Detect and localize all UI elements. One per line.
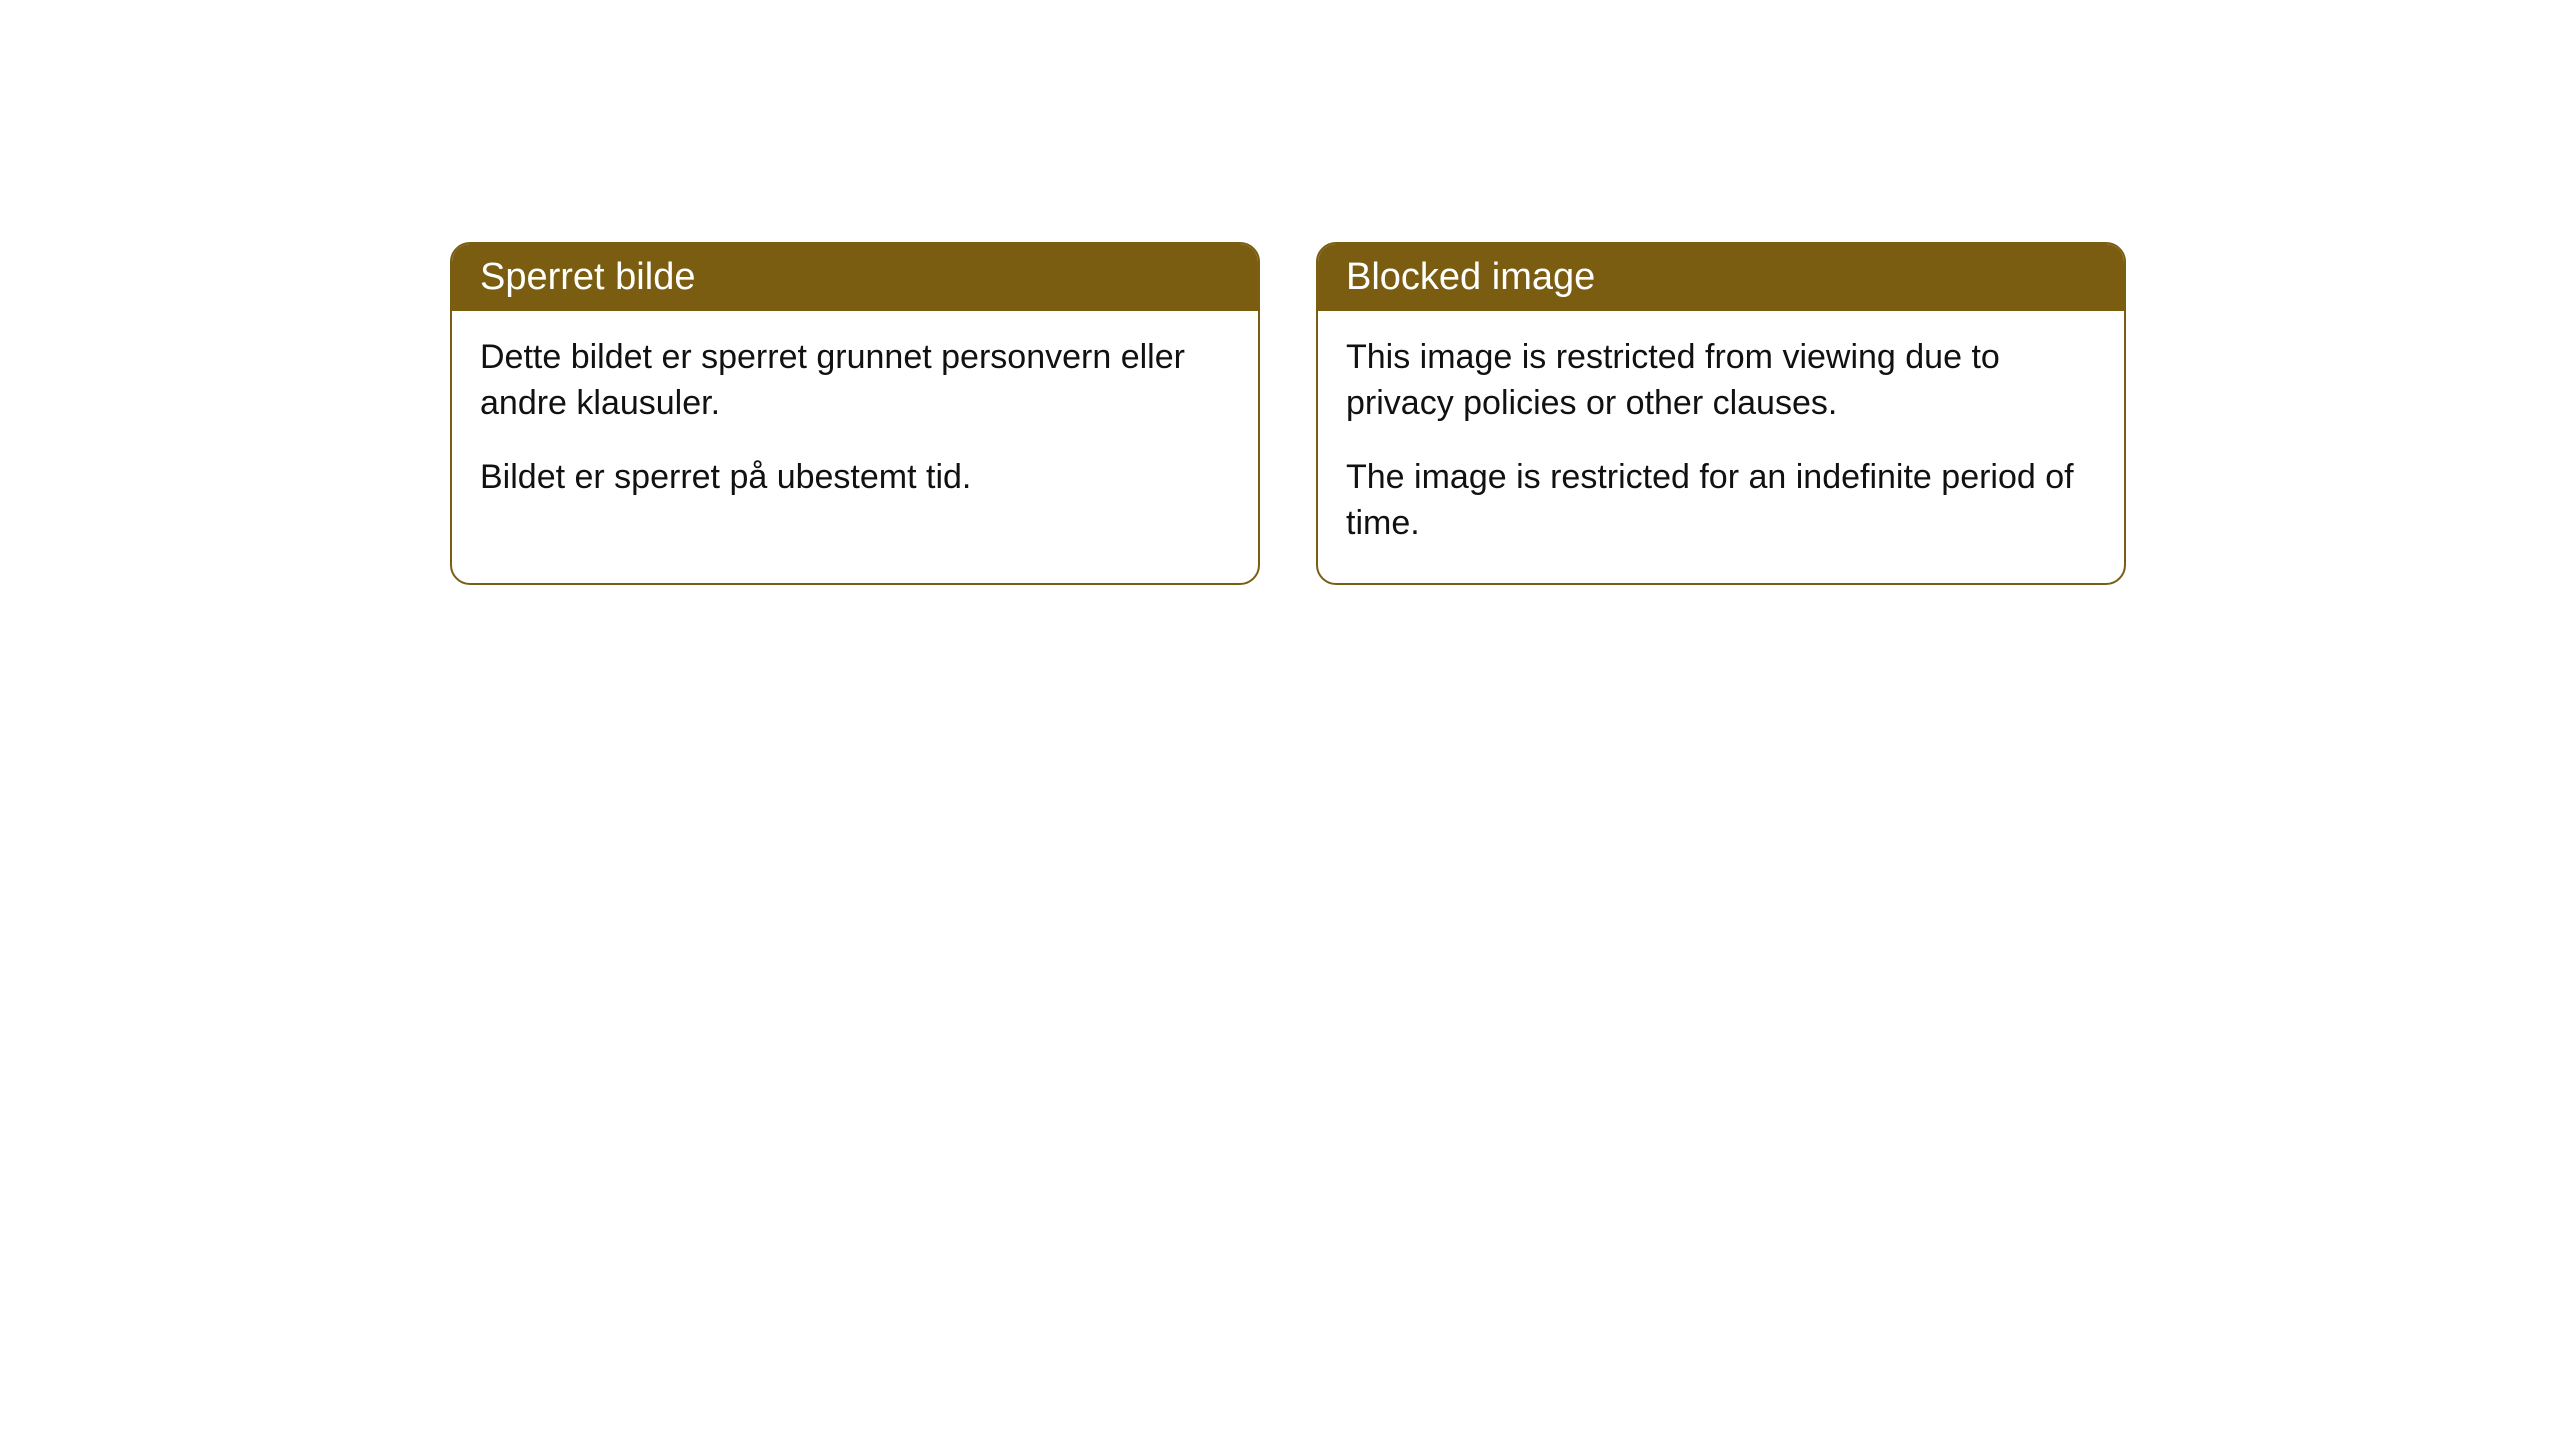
card-paragraph: The image is restricted for an indefinit… — [1346, 455, 2096, 547]
card-paragraph: This image is restricted from viewing du… — [1346, 335, 2096, 427]
card-header: Blocked image — [1318, 244, 2124, 311]
notice-card-english: Blocked image This image is restricted f… — [1316, 242, 2126, 585]
card-paragraph: Bildet er sperret på ubestemt tid. — [480, 455, 1230, 501]
card-title: Sperret bilde — [480, 256, 695, 298]
card-title: Blocked image — [1346, 256, 1595, 298]
card-header: Sperret bilde — [452, 244, 1258, 311]
card-body: This image is restricted from viewing du… — [1318, 311, 2124, 583]
notice-card-norwegian: Sperret bilde Dette bildet er sperret gr… — [450, 242, 1260, 585]
card-paragraph: Dette bildet er sperret grunnet personve… — [480, 335, 1230, 427]
card-body: Dette bildet er sperret grunnet personve… — [452, 311, 1258, 537]
notice-cards-container: Sperret bilde Dette bildet er sperret gr… — [450, 242, 2126, 585]
